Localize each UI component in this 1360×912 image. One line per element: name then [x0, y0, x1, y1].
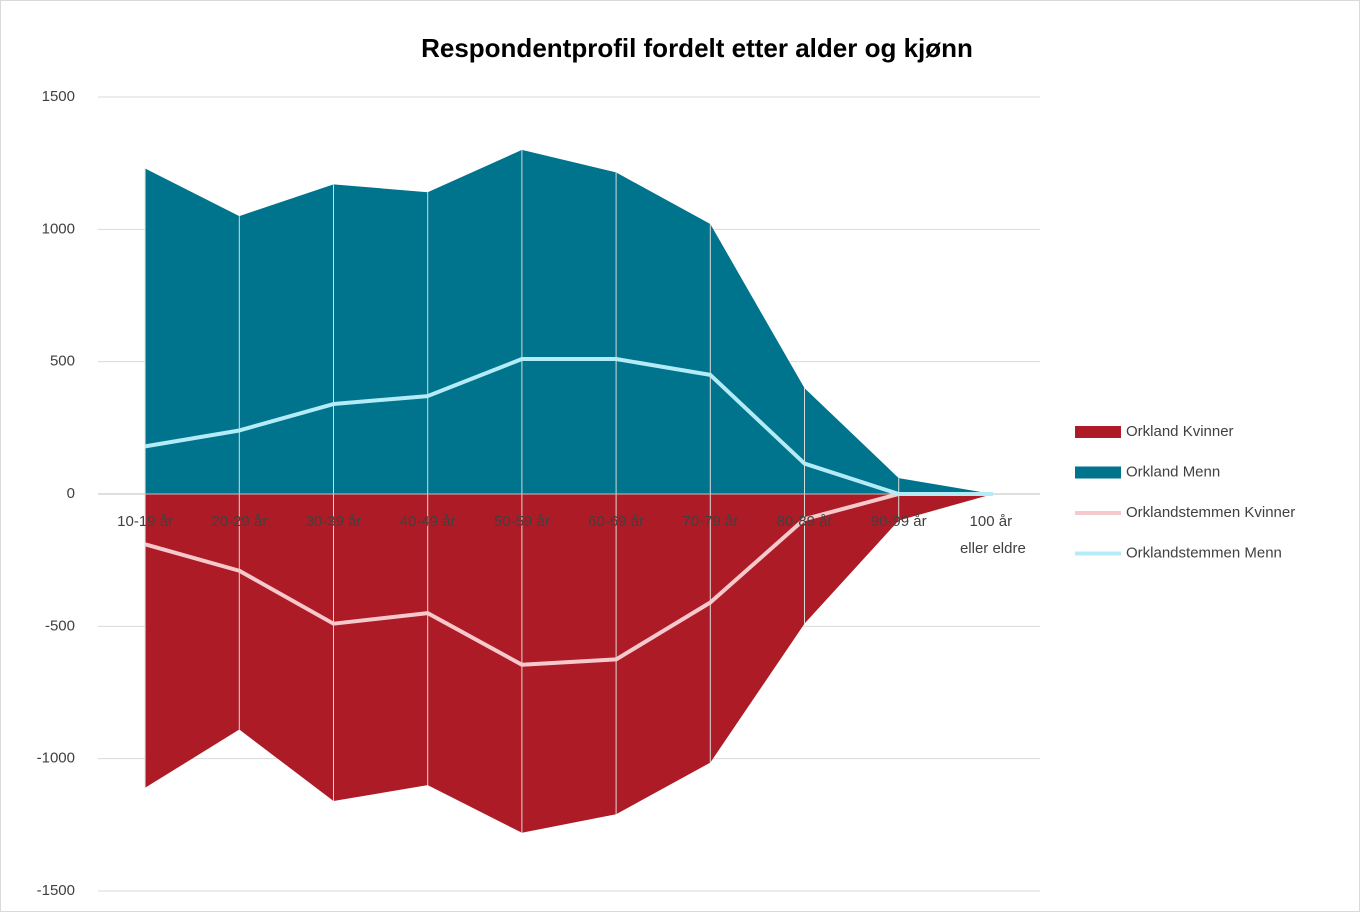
legend-label: Orklandstemmen Menn [1126, 544, 1282, 561]
x-tick-label: 60-69 år [588, 513, 644, 530]
x-tick-label: 10-19 år [117, 513, 173, 530]
x-tick-label: 30-39 år [306, 513, 362, 530]
x-tick-label: 70-79 år [682, 513, 738, 530]
y-tick-label: 1000 [42, 220, 75, 237]
legend-label: Orklandstemmen Kvinner [1126, 504, 1295, 521]
y-tick-label: 0 [67, 485, 75, 502]
y-tick-label: -500 [45, 617, 75, 634]
line [144, 357, 993, 496]
legend-swatch [1075, 466, 1121, 479]
x-tick-label: 40-49 år [400, 513, 456, 530]
legend-label: Orkland Kvinner [1126, 423, 1234, 440]
y-tick-label: 500 [50, 353, 75, 370]
legend-label: Orkland Menn [1126, 463, 1220, 480]
x-tick-label: 90-99 år [871, 513, 927, 530]
line [144, 492, 993, 667]
y-tick-label: -1500 [37, 882, 75, 899]
chart-title: Respondentprofil fordelt etter alder og … [421, 33, 973, 63]
area [145, 149, 993, 494]
x-tick-label: 20-29 år [211, 513, 267, 530]
y-tick-label: 1500 [42, 88, 75, 105]
x-tick-label: 50-59 år [494, 513, 550, 530]
legend-swatch [1075, 426, 1121, 438]
y-tick-label: -1000 [37, 750, 75, 767]
x-tick-label: 100 år eller eldre [960, 513, 1026, 557]
x-tick-label: 80-89 år [777, 513, 833, 530]
